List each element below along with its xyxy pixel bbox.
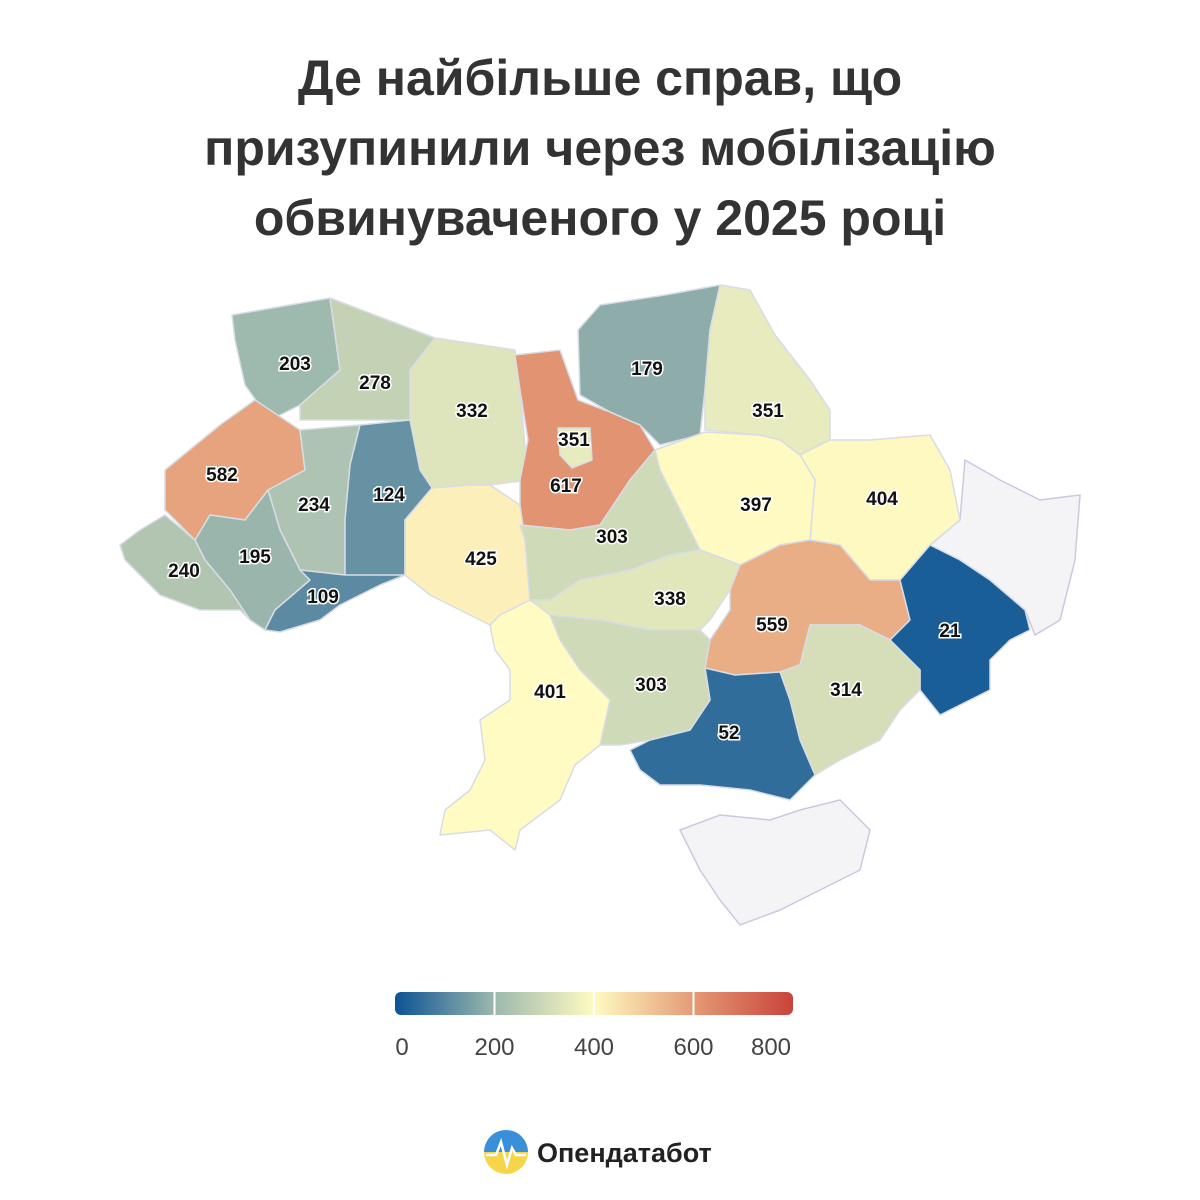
region (557, 427, 593, 469)
region (577, 284, 721, 446)
title-line: Де найбільше справ, що (298, 50, 902, 106)
region-value-label: 338 (654, 589, 686, 610)
legend-tick-label: 600 (673, 1034, 713, 1061)
region-value-label: 351 (558, 430, 590, 451)
region-value-label: 240 (168, 561, 200, 582)
legend-tick-label: 800 (751, 1034, 791, 1061)
region-value-label: 303 (596, 527, 628, 548)
title-line: обвинуваченого у 2025 році (254, 190, 946, 246)
legend: 0 200 400 600 800 (395, 992, 793, 1061)
region (704, 284, 831, 456)
region-value-label: 195 (239, 547, 271, 568)
region-value-label: 351 (752, 401, 784, 422)
logo-icon (484, 1130, 528, 1174)
region-value-label: 21 (939, 621, 961, 642)
region-value-label: 397 (740, 495, 772, 516)
region-value-label: 425 (465, 549, 497, 570)
region-value-label: 203 (279, 354, 311, 375)
region-value-label: 124 (373, 485, 405, 506)
region (439, 599, 611, 851)
region-value-label: 179 (631, 359, 663, 380)
region-value-label: 332 (456, 401, 488, 422)
region-value-label: 278 (359, 373, 391, 394)
legend-tick-label: 200 (474, 1034, 514, 1061)
region-value-label: 404 (866, 489, 898, 510)
legend-tick-label: 0 (395, 1034, 408, 1061)
region-no-data (678, 799, 871, 926)
region-value-label: 234 (298, 495, 330, 516)
brand-logo: Опендатабот (484, 1130, 712, 1174)
region-value-label: 52 (718, 723, 739, 744)
legend-tick-label: 400 (574, 1034, 614, 1061)
logo-pulse (486, 1137, 526, 1170)
region (264, 569, 406, 633)
map (119, 284, 1031, 851)
region-value-label: 617 (550, 476, 582, 497)
brand-name: Опендатабот (537, 1138, 712, 1168)
region-value-label: 582 (206, 465, 238, 486)
region-value-label: 401 (534, 682, 566, 703)
region-value-label: 314 (830, 680, 862, 701)
title: Де найбільше справ, що призупинили через… (204, 50, 996, 246)
region-value-label: 109 (307, 587, 339, 608)
region-value-label: 303 (635, 675, 667, 696)
map-labels: 203 278 332 617 351 179 351 404 397 582 234 124 195 2… (167, 353, 963, 746)
region-value-label: 559 (756, 615, 788, 636)
region (119, 514, 251, 621)
title-line: призупинили через мобілізацію (204, 120, 996, 176)
